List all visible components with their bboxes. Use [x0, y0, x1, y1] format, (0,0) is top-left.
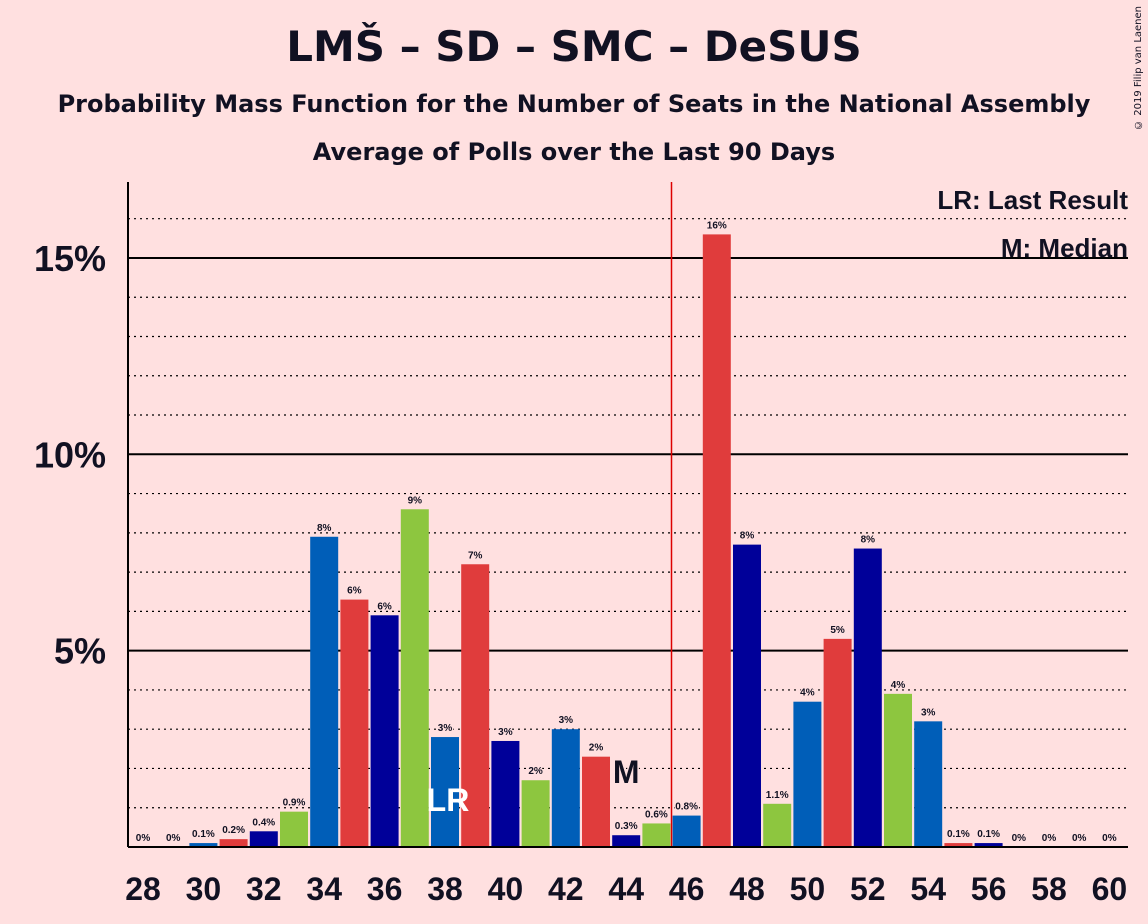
data-label-seat-40: 3%: [498, 727, 513, 738]
x-tick-label: 44: [608, 871, 644, 907]
bar-seat-50: [793, 701, 822, 847]
data-label-seat-50: 4%: [800, 688, 815, 699]
bar-seat-42: [551, 729, 580, 847]
bar-seat-51: [823, 638, 852, 847]
x-tick-label: 46: [669, 871, 705, 907]
y-tick-label: 10%: [34, 434, 106, 475]
data-label-seat-54: 3%: [921, 707, 936, 718]
data-labels: 0% 0% 0.1% 0.2% 0.4% 0.9% 8% 6% 6% 9% 3% 7% 3% 2% 3% 2%…: [135, 219, 1118, 845]
data-label-seat-35: 6%: [347, 586, 362, 597]
data-label-seat-37: 9%: [408, 495, 423, 506]
chart-subtitle: Probability Mass Function for the Number…: [57, 90, 1091, 118]
axes: 5% 10% 15% 28 30 32 34 36 38 40 42 44 46 48 50 52 54 56 58…: [34, 182, 1128, 907]
data-label-seat-42: 3%: [559, 715, 574, 726]
data-label-seat-44: 0.3%: [615, 821, 638, 832]
grid-lines: [128, 218, 1128, 809]
x-tick-label: 42: [548, 871, 584, 907]
last-result-marker: LR: [427, 782, 470, 818]
bar-seat-54: [914, 721, 943, 847]
x-tick-label: 38: [427, 871, 463, 907]
bar-seat-36: [370, 615, 399, 847]
bar-seat-53: [884, 693, 912, 847]
bar-seat-46: [672, 815, 701, 847]
x-tick-label: 30: [186, 871, 222, 907]
chart-subtitle-secondary: Average of Polls over the Last 90 Days: [312, 138, 836, 166]
bar-seat-49: [763, 803, 792, 847]
bar-seat-44: [612, 835, 641, 847]
bar-seat-48: [733, 544, 761, 847]
bar-seat-39: [461, 564, 490, 847]
data-label-seat-33: 0.9%: [283, 798, 306, 809]
bar-seat-56: [974, 843, 1003, 847]
x-tick-label: 50: [790, 871, 826, 907]
data-label-seat-32: 0.4%: [252, 817, 275, 828]
y-tick-label: 5%: [54, 631, 106, 672]
bar-seat-32: [249, 831, 278, 847]
x-tick-label: 56: [971, 871, 1007, 907]
data-label-seat-43: 2%: [589, 743, 604, 754]
data-label-seat-39: 7%: [468, 550, 483, 561]
data-label-seat-59: 0%: [1072, 833, 1087, 844]
x-tick-label: 52: [850, 871, 886, 907]
data-label-seat-45: 0.6%: [645, 809, 668, 820]
x-tick-label: 48: [729, 871, 765, 907]
bar-seat-31: [219, 839, 248, 847]
x-tick-label: 32: [246, 871, 282, 907]
data-label-seat-34: 8%: [317, 523, 332, 534]
data-label-seat-31: 0.2%: [222, 825, 245, 836]
y-tick-label: 15%: [34, 238, 106, 279]
data-label-seat-56: 0.1%: [977, 829, 1000, 840]
data-label-seat-49: 1.1%: [766, 790, 789, 801]
chart-title: LMŠ – SD – SMC – DeSUS: [286, 22, 862, 71]
bar-seat-45: [642, 823, 671, 847]
bar-seat-40: [491, 740, 520, 847]
x-tick-label: 34: [306, 871, 342, 907]
x-tick-label: 36: [367, 871, 403, 907]
data-label-seat-30: 0.1%: [192, 829, 215, 840]
data-label-seat-53: 4%: [891, 680, 906, 691]
bar-seat-35: [340, 599, 369, 847]
data-label-seat-57: 0%: [1012, 833, 1027, 844]
x-tick-label: 40: [488, 871, 524, 907]
data-label-seat-52: 8%: [861, 535, 876, 546]
data-label-seat-29: 0%: [166, 833, 181, 844]
data-label-seat-51: 5%: [830, 625, 845, 636]
bar-seat-55: [944, 843, 973, 847]
data-label-seat-46: 0.8%: [675, 802, 698, 813]
data-label-seat-55: 0.1%: [947, 829, 970, 840]
bar-seat-34: [310, 536, 339, 847]
data-label-seat-38: 3%: [438, 723, 453, 734]
legend-last-result: LR: Last Result: [937, 185, 1128, 215]
bar-seat-33: [280, 811, 308, 847]
data-label-seat-58: 0%: [1042, 833, 1057, 844]
data-label-seat-41: 2%: [528, 766, 543, 777]
data-label-seat-48: 8%: [740, 531, 755, 542]
bar-seat-30: [189, 843, 218, 847]
bar-seat-37: [400, 509, 429, 847]
data-label-seat-60: 0%: [1102, 833, 1117, 844]
data-label-seat-47: 16%: [707, 220, 727, 231]
x-tick-label: 60: [1092, 871, 1128, 907]
bar-seat-38: [431, 737, 459, 847]
data-label-seat-28: 0%: [136, 833, 151, 844]
legend-median: M: Median: [1001, 233, 1128, 263]
bar-seat-41: [521, 780, 550, 847]
bar-seat-52: [853, 548, 882, 847]
bar-seat-47: [702, 234, 731, 847]
median-marker: M: [613, 754, 640, 790]
bar-series: [189, 234, 1003, 847]
data-label-seat-36: 6%: [377, 601, 392, 612]
x-tick-label: 58: [1031, 871, 1067, 907]
x-tick-label: 54: [910, 871, 946, 907]
x-tick-label: 28: [125, 871, 161, 907]
bar-seat-43: [582, 756, 610, 847]
